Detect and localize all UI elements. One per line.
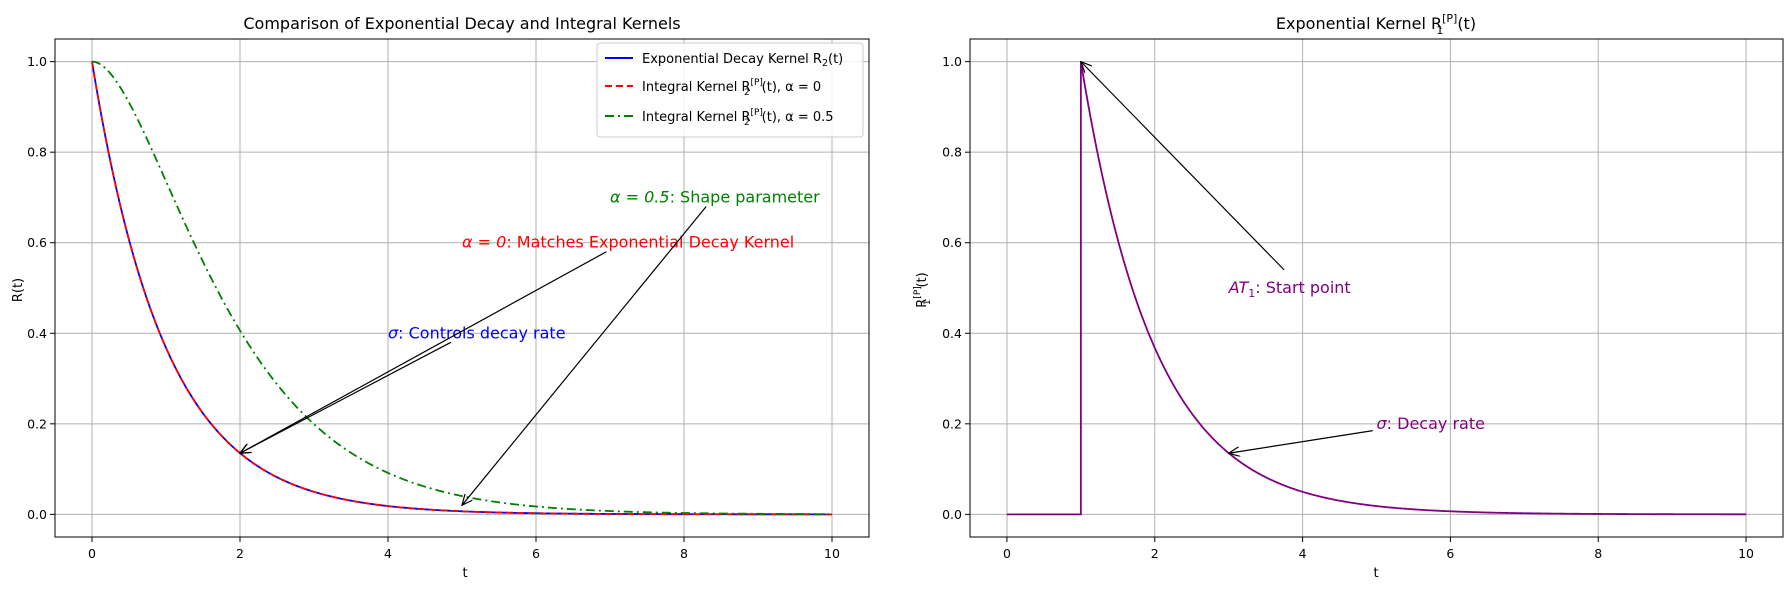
left-annotation-arrow-1 [240,251,607,453]
left-ytick-label: 0.0 [27,507,47,522]
right-ytick-label: 0.8 [942,145,962,160]
right-y-axis-label: R[P]1(t) [913,272,933,307]
left-xtick-label: 2 [236,546,244,561]
right-xtick-label: 2 [1151,546,1159,561]
legend: Exponential Decay Kernel R2(t) Integral … [596,42,864,138]
left-annotation-arrow-0 [240,341,452,453]
right-series [1006,61,1747,516]
left-chart-title: Comparison of Exponential Decay and Inte… [243,14,680,33]
right-ytick-label: 0.0 [942,507,962,522]
left-ytick-label: 0.2 [27,416,47,431]
right-plot-frame [969,38,1784,538]
left-xtick-label: 8 [680,546,688,561]
right-ticks: 0 2 4 6 8 10 0.0 0.2 0.4 0.6 0.8 1.0 [942,54,1754,561]
right-xtick-label: 4 [1299,546,1307,561]
left-ytick-label: 1.0 [27,54,47,69]
left-series-line-1 [91,61,832,516]
left-ticks: 0 2 4 6 8 10 0.0 0.2 0.4 0.6 0.8 1.0 [27,54,840,561]
right-chart-title: Exponential Kernel R[P] 1 (t) [1276,12,1476,37]
left-annotations: σ: Controls decay rate α = 0: Matches Exp… [240,187,820,505]
right-grid [970,39,1783,537]
left-annotation-arrow-2 [462,206,707,506]
left-plot-frame [54,38,870,538]
left-xtick-label: 6 [532,546,540,561]
legend-label-exponential: Exponential Decay Kernel R2(t) [642,52,843,69]
left-xtick-label: 4 [384,546,392,561]
left-ytick-label: 0.6 [27,235,47,250]
legend-box [596,42,864,138]
legend-label-integral-alpha05: Integral Kernel R[P] 2 (t), α = 0.5 [642,108,834,128]
legend-label-integral-alpha0: Integral Kernel R[P] 2 (t), α = 0 [642,78,821,98]
left-ytick-label: 0.8 [27,145,47,160]
right-series-line-0 [1006,61,1747,516]
right-ytick-label: 0.2 [942,416,962,431]
left-xtick-label: 10 [824,546,840,561]
left-annotation-text-1: α = 0: Matches Exponential Decay Kernel [462,233,794,252]
left-annotation-text-0: σ: Controls decay rate [388,323,566,342]
right-annotation-arrow-0 [1081,62,1285,271]
left-x-axis-label: t [462,566,467,581]
right-x-axis-label: t [1373,566,1378,581]
right-annotation-text-1: σ: Decay rate [1377,414,1485,433]
right-xtick-label: 6 [1446,546,1454,561]
right-annotations: AT1: Start point σ: Decay rate [1081,62,1485,454]
left-y-axis-label: R(t) [11,278,26,302]
right-chart: Exponential Kernel R[P] 1 (t) 0 2 4 6 8 10 0.0 0.… [913,12,1784,581]
right-annotation-text-0: AT1: Start point [1228,278,1351,300]
right-annotation-arrow-1 [1229,430,1373,454]
right-ytick-label: 0.4 [942,326,962,341]
right-ytick-label: 0.6 [942,235,962,250]
right-xtick-label: 0 [1003,546,1011,561]
left-chart: Comparison of Exponential Decay and Inte… [11,14,870,581]
right-xtick-label: 8 [1594,546,1602,561]
right-xtick-label: 10 [1738,546,1754,561]
right-ytick-label: 1.0 [942,54,962,69]
left-ytick-label: 0.4 [27,326,47,341]
left-xtick-label: 0 [88,546,96,561]
left-annotation-text-2: α = 0.5: Shape parameter [610,187,820,206]
